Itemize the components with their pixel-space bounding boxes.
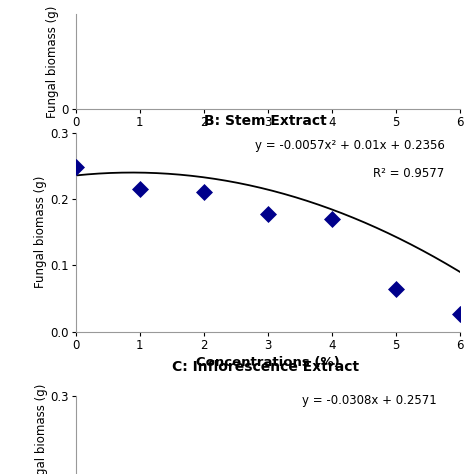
Text: y = -0.0308x + 0.2571: y = -0.0308x + 0.2571 (302, 394, 437, 407)
Point (200, 189, 208, 196)
Y-axis label: Fungal biomass (g): Fungal biomass (g) (35, 383, 47, 474)
Text: R² = 0.9577: R² = 0.9577 (373, 166, 445, 180)
Point (456, 310, 464, 318)
Point (136, 185, 144, 193)
Text: C: Inflorescence Extract: C: Inflorescence Extract (172, 360, 359, 374)
Point (72, 164, 80, 171)
Y-axis label: Fungal biomass (g): Fungal biomass (g) (35, 176, 47, 289)
Point (328, 215, 336, 223)
X-axis label: Concentrations (%): Concentrations (%) (196, 133, 340, 146)
Text: B: Stem Extract: B: Stem Extract (204, 114, 327, 128)
Text: y = -0.0057x² + 0.01x + 0.2356: y = -0.0057x² + 0.01x + 0.2356 (255, 139, 445, 152)
Point (264, 210, 272, 218)
X-axis label: Concentrations (%): Concentrations (%) (196, 356, 340, 369)
Point (392, 285, 400, 292)
Y-axis label: Fungal biomass (g): Fungal biomass (g) (46, 5, 59, 118)
